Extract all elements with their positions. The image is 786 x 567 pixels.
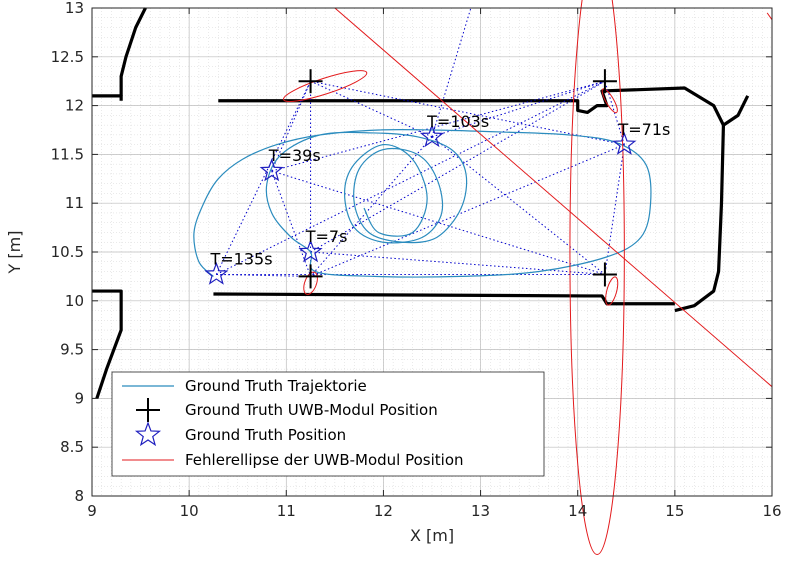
trajectory-line [193,128,652,278]
axes: 9 10 11 12 13 14 15 16 8 8.5 9 9.5 10 10.5 11 11.5 12 12.… [5,0,782,545]
y-tick-label: 8.5 [60,438,84,456]
time-annotation: T=71s [618,120,671,139]
x-tick-label: 11 [277,502,296,520]
x-tick-label: 13 [471,502,490,520]
time-annotation: T=7s [305,227,348,246]
legend-box [111,371,545,477]
ground-truth-position-marker [298,239,323,263]
error-ellipse [605,276,619,306]
y-tick-label: 11 [65,194,84,212]
y-tick-label: 11.5 [51,145,84,163]
uwb-module-series [298,69,617,289]
y-tick-label: 10.5 [51,243,84,261]
connection-line [271,170,312,277]
connection-line [604,81,625,145]
legend-symbol-star [134,421,162,447]
y-tick-label: 9 [74,389,84,407]
x-tick-label: 14 [568,502,587,520]
map-walls [92,7,750,399]
wall-segment [92,94,123,101]
y-tick-label: 10 [65,292,84,310]
connection-line [216,80,606,275]
time-annotation: T=39s [268,146,321,165]
connection-line [271,81,312,172]
error-ellipse [569,0,625,555]
x-axis-label: X [m] [410,526,454,545]
y-tick-label: 12 [65,97,84,115]
wall-segment [92,289,123,399]
uwb-module-marker [592,262,617,287]
wall-segment [218,86,725,126]
legend-label: Fehlerellipse der UWB-Modul Position [185,451,464,469]
legend: Ground Truth Trajektorie Ground Truth UWB… [111,371,545,477]
connection-line [310,251,605,275]
wall-segment [722,95,750,127]
x-tick-label: 10 [180,502,199,520]
y-tick-label: 13 [65,0,84,17]
trajectory-series [193,128,652,278]
uwb-module-marker [592,69,617,94]
error-ellipse [303,271,318,295]
error-ellipse [282,70,368,102]
connection-line [604,144,625,275]
wall-segment [119,7,147,96]
uwb-module-marker [298,69,323,94]
legend-label: Ground Truth Position [185,426,346,444]
x-tick-label: 16 [762,502,781,520]
legend-label: Ground Truth Trajektorie [185,377,367,395]
connection-line [310,80,606,253]
time-annotation: T=135s [210,250,273,269]
legend-label: Ground Truth UWB-Modul Position [185,401,438,419]
y-tick-label: 9.5 [60,341,84,359]
x-tick-label: 15 [665,502,684,520]
error-ellipse-line [334,7,773,388]
wall-segment [213,292,675,306]
ground-truth-position-marker [419,124,445,148]
uwb-module-marker [298,264,323,289]
y-tick-label: 12.5 [51,48,84,66]
wall-segment [674,125,726,313]
ground-truth-position-marker [204,261,229,285]
error-ellipse [601,88,618,114]
error-ellipse-series [282,0,773,555]
error-ellipse-line [766,12,773,21]
x-tick-label: 9 [87,502,97,520]
ground-truth-position-marker [259,158,284,182]
y-tick-label: 8 [74,487,84,505]
connection-line [431,7,472,137]
annotations: T=103s T=71s T=39s T=7s T=135s [210,112,671,269]
x-tick-label: 12 [374,502,393,520]
time-annotation: T=103s [426,112,489,131]
connection-line [310,136,433,277]
connection-line [310,144,625,277]
ground-truth-position-series [204,124,637,285]
y-axis-label: Y [m] [5,231,24,275]
connection-line [271,80,606,172]
ground-truth-position-marker [612,131,637,155]
